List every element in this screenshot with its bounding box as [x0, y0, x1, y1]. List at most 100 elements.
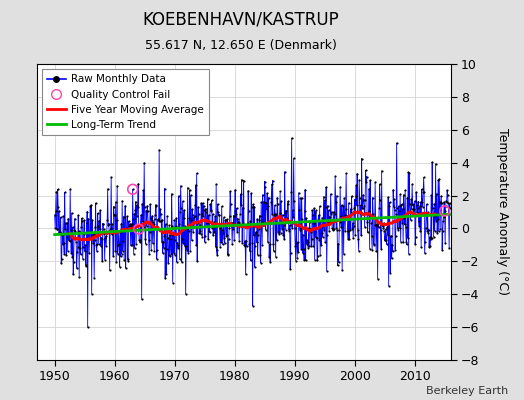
Point	[386, 270, 395, 276]
Point	[258, 241, 266, 248]
Point	[444, 200, 452, 206]
Point	[280, 168, 289, 175]
Point	[207, 208, 215, 214]
Point	[417, 199, 425, 205]
Point	[269, 248, 278, 254]
Point	[335, 227, 343, 233]
Point	[350, 223, 358, 229]
Point	[285, 226, 293, 232]
Point	[129, 250, 138, 257]
Point	[424, 227, 433, 233]
Point	[88, 217, 96, 223]
Point	[271, 254, 280, 260]
Point	[267, 220, 275, 227]
Point	[354, 226, 362, 233]
Point	[215, 212, 223, 218]
Point	[122, 226, 130, 233]
Point	[204, 236, 212, 242]
Point	[168, 191, 176, 197]
Point	[223, 216, 232, 222]
Point	[263, 206, 271, 212]
Point	[224, 251, 232, 257]
Point	[345, 215, 354, 222]
Point	[125, 222, 134, 229]
Point	[202, 223, 211, 229]
Point	[267, 198, 275, 205]
Point	[189, 229, 198, 235]
Point	[80, 217, 89, 223]
Point	[271, 211, 279, 217]
Point	[169, 232, 177, 238]
Point	[430, 200, 439, 207]
Point	[234, 220, 243, 226]
Point	[402, 238, 410, 245]
Point	[380, 237, 389, 244]
Point	[299, 246, 308, 252]
Point	[441, 203, 450, 209]
Point	[302, 215, 310, 221]
Point	[250, 203, 258, 210]
Point	[365, 186, 373, 192]
Point	[418, 186, 426, 192]
Point	[58, 256, 66, 262]
Point	[403, 234, 412, 241]
Point	[389, 186, 397, 193]
Point	[375, 224, 383, 230]
Point	[123, 224, 131, 231]
Point	[198, 234, 206, 240]
Point	[399, 192, 408, 198]
Point	[336, 212, 345, 219]
Point	[283, 200, 292, 207]
Point	[196, 228, 204, 234]
Point	[234, 218, 243, 225]
Point	[268, 211, 276, 218]
Point	[80, 231, 88, 237]
Point	[391, 246, 399, 253]
Point	[225, 225, 233, 231]
Point	[270, 212, 278, 218]
Point	[68, 210, 76, 216]
Point	[115, 241, 123, 247]
Point	[298, 216, 307, 222]
Point	[82, 263, 90, 270]
Point	[360, 202, 368, 209]
Point	[408, 181, 417, 187]
Point	[171, 223, 180, 229]
Point	[177, 205, 185, 212]
Point	[108, 221, 116, 227]
Point	[245, 208, 253, 214]
Point	[211, 224, 219, 230]
Point	[364, 211, 373, 218]
Point	[222, 232, 231, 239]
Point	[430, 234, 438, 240]
Point	[370, 242, 378, 248]
Point	[311, 234, 320, 240]
Point	[324, 207, 333, 214]
Point	[138, 201, 146, 207]
Point	[342, 170, 351, 176]
Point	[319, 234, 327, 240]
Point	[392, 211, 400, 217]
Point	[248, 240, 256, 246]
Point	[199, 200, 207, 206]
Point	[322, 184, 330, 190]
Point	[351, 196, 359, 203]
Point	[277, 198, 286, 204]
Point	[429, 205, 437, 211]
Point	[118, 198, 126, 204]
Point	[366, 177, 374, 183]
Point	[363, 219, 372, 225]
Point	[130, 245, 139, 252]
Point	[388, 241, 396, 248]
Point	[387, 233, 395, 239]
Point	[74, 228, 83, 234]
Point	[371, 179, 379, 186]
Point	[71, 215, 79, 222]
Point	[182, 243, 190, 249]
Point	[95, 218, 103, 224]
Point	[186, 248, 194, 254]
Point	[212, 247, 221, 254]
Point	[231, 208, 239, 215]
Point	[67, 226, 75, 233]
Point	[419, 174, 428, 181]
